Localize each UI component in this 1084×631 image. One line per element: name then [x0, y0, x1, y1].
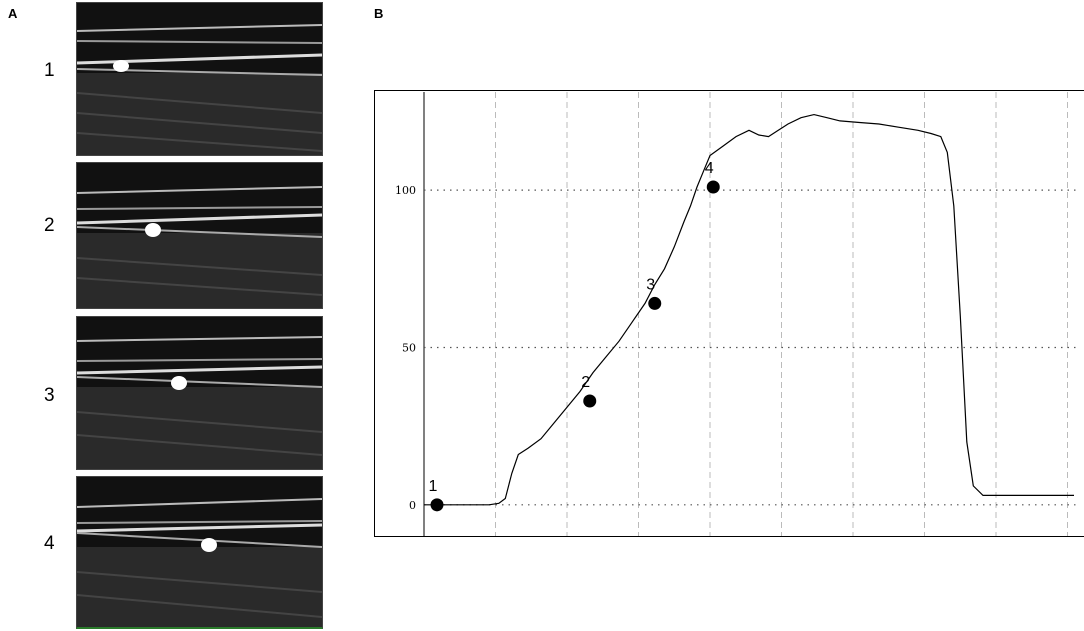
point-marker-4 [706, 180, 720, 194]
ultrasound-image-4 [77, 477, 322, 627]
tendon-marker-3 [171, 376, 187, 390]
series-line [424, 113, 1074, 506]
point-marker-2 [583, 394, 597, 408]
frame-2-label: 2 [44, 215, 55, 236]
y-tick-label: 100 [395, 184, 416, 197]
force-chart: 0 50 100 1 2 3 4 [374, 90, 1084, 537]
frame-1-label: 1 [44, 60, 55, 81]
frame-3-label: 3 [44, 385, 55, 406]
point-marker-3 [648, 296, 662, 310]
point-label-3: 3 [646, 276, 655, 293]
y-axis-ticks: 0 50 100 [395, 184, 416, 512]
frame-4-label: 4 [44, 533, 55, 554]
ultrasound-image-1 [77, 3, 322, 155]
point-label-2: 2 [581, 374, 590, 391]
y-tick-label: 50 [402, 341, 416, 354]
ultrasound-frame-3 [76, 316, 323, 470]
tendon-marker-4 [201, 538, 217, 552]
y-tick-label: 0 [409, 499, 416, 512]
point-label-4: 4 [705, 160, 714, 177]
chart-frame [374, 90, 1084, 537]
chart-grid [423, 92, 1080, 536]
ultrasound-frame-4 [76, 476, 323, 629]
point-marker-1 [430, 498, 444, 512]
point-label-1: 1 [429, 478, 438, 495]
tendon-marker-2 [145, 223, 161, 237]
ultrasound-image-3 [77, 317, 322, 469]
ultrasound-frame-2 [76, 162, 323, 309]
panel-a-letter: A [8, 6, 18, 21]
panel-b-letter: B [374, 6, 384, 21]
marked-points: 1 2 3 4 [429, 160, 720, 512]
ultrasound-image-2 [77, 163, 322, 308]
tendon-marker-1 [113, 60, 129, 72]
ultrasound-frame-1 [76, 2, 323, 156]
